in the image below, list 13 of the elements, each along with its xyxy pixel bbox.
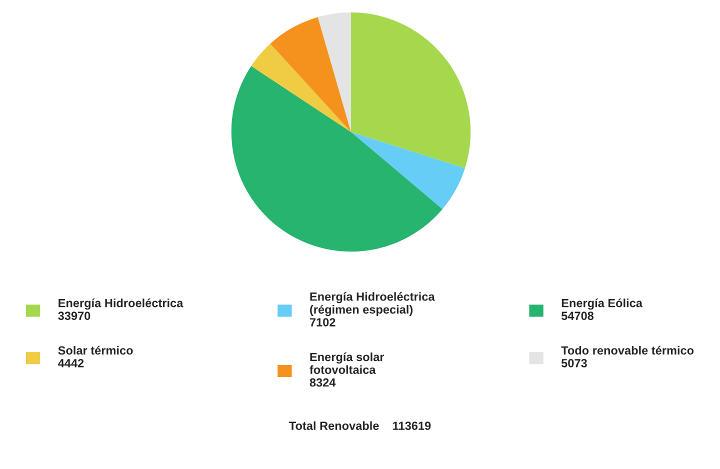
data-label: 4442 [58,358,84,368]
legend-label: Energía solar fotovoltaica [310,352,384,374]
legend-label: Energía Hidroeléctrica [58,298,184,310]
data-label: 5073 [561,358,587,368]
legend-label: Energía Hidroeléctrica (régimen especial) [310,292,435,316]
legend-label: Todo renovable térmico [561,346,694,355]
legend-label: Solar térmico [58,346,133,355]
data-label: 7102 [310,318,336,326]
text: Total Renovable 113619 [289,421,431,430]
data-label: 8324 [310,378,336,387]
legend-label: Energía Eólica [562,298,643,310]
data-label: 33970 [58,312,90,320]
data-label: 54708 [561,312,594,320]
